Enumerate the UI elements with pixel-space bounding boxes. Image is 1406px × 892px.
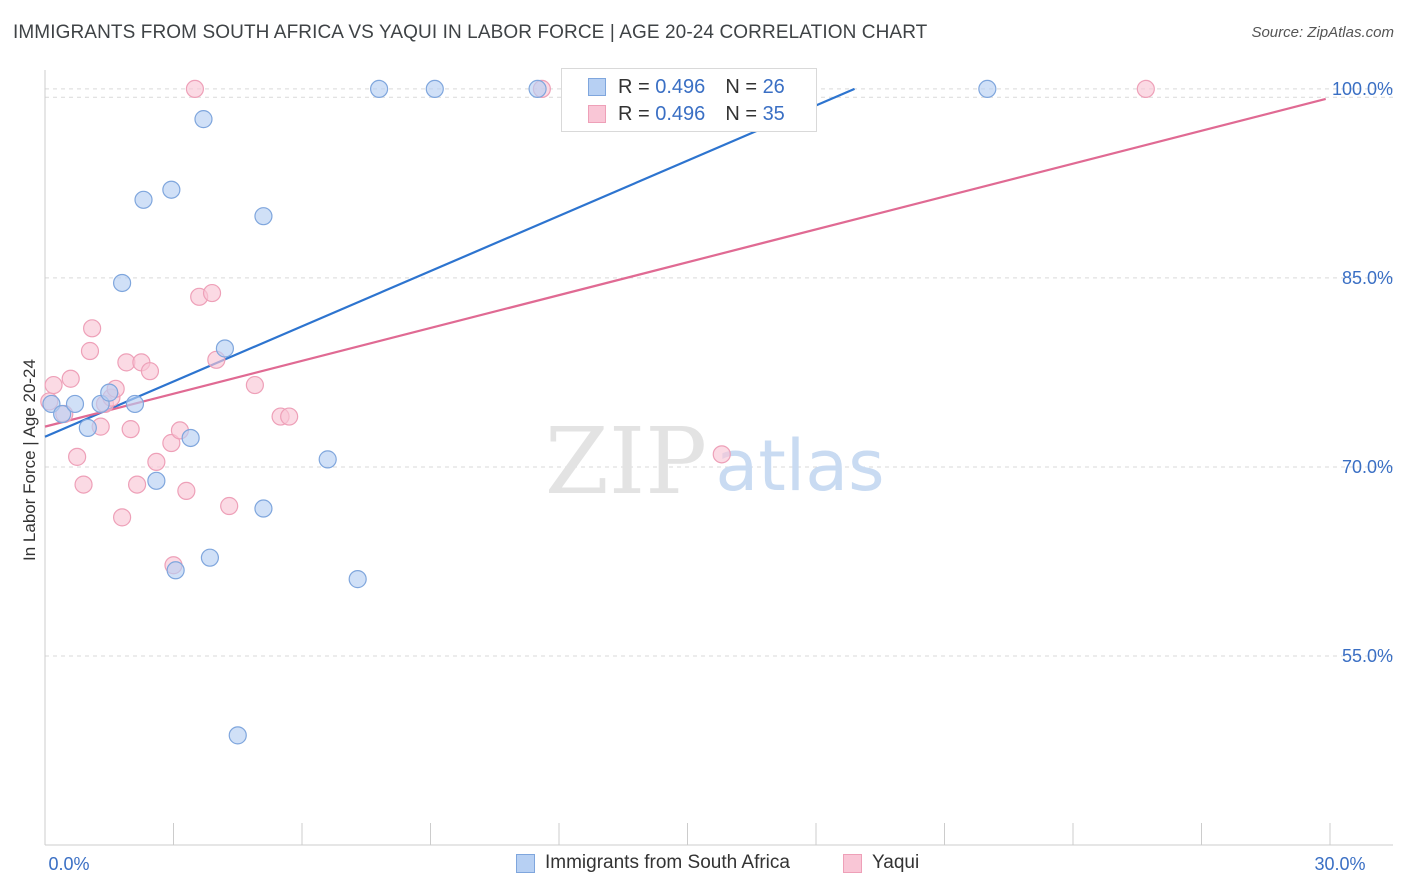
data-point-pink xyxy=(112,508,132,527)
data-point-blue xyxy=(125,394,145,414)
x-tick-label: 0.0% xyxy=(48,854,89,874)
legend-r-value: 0.496 xyxy=(655,75,706,98)
legend-n-label: N = xyxy=(725,75,757,98)
data-point-blue xyxy=(318,450,337,469)
data-point-pink xyxy=(140,362,160,381)
watermark: ZIP atlas xyxy=(545,408,885,515)
data-point-pink xyxy=(80,341,100,361)
legend-swatch-blue xyxy=(588,78,606,96)
data-point-blue xyxy=(112,273,132,293)
y-tick-label: 55.0% xyxy=(1342,646,1393,666)
data-point-pink xyxy=(74,475,93,494)
legend-r-label: R = xyxy=(618,75,650,98)
data-point-blue xyxy=(228,726,247,745)
bottom-legend-series2: Yaqui xyxy=(843,852,919,874)
trend-lines xyxy=(44,87,1326,438)
data-point-pink xyxy=(202,283,222,303)
data-point-blue xyxy=(194,110,213,129)
data-point-pink xyxy=(127,475,147,494)
source-label: Source: ZipAtlas.com xyxy=(1251,24,1394,41)
data-point-blue xyxy=(181,428,200,448)
data-point-blue xyxy=(147,471,166,490)
data-point-blue xyxy=(200,548,220,567)
data-point-blue xyxy=(425,79,444,99)
data-point-pink xyxy=(68,447,87,466)
data-point-pink xyxy=(147,452,166,472)
data-point-blue xyxy=(978,79,997,99)
data-point-blue xyxy=(162,180,181,199)
data-point-blue xyxy=(528,79,547,99)
data-point-blue xyxy=(348,570,367,589)
data-point-blue xyxy=(134,190,153,209)
data-point-pink xyxy=(245,375,264,395)
bottom-legend-label-series1: Immigrants from South Africa xyxy=(545,852,790,873)
data-point-pink xyxy=(162,433,181,453)
y-axis-label: In Labor Force | Age 20-24 xyxy=(20,359,39,561)
legend-n-value: 26 xyxy=(762,75,785,98)
y-tick-label: 100.0% xyxy=(1332,79,1393,99)
bottom-legend-series1: Immigrants from South Africa xyxy=(516,852,790,874)
data-point-blue xyxy=(370,79,389,99)
data-point-pink xyxy=(185,79,205,99)
data-point-pink xyxy=(44,375,63,395)
watermark-zip: ZIP xyxy=(545,408,707,515)
trend-line-blue xyxy=(44,87,855,438)
legend-n-value: 35 xyxy=(762,102,785,125)
data-point-pink xyxy=(121,420,140,439)
watermark-atlas: atlas xyxy=(715,425,884,507)
data-point-blue xyxy=(166,561,185,580)
legend-row-series2: R = 0.496 N = 35 xyxy=(588,102,785,126)
legend-row-series1: R = 0.496 N = 26 xyxy=(588,75,785,99)
data-point-pink xyxy=(83,319,102,338)
data-point-blue xyxy=(78,418,97,437)
data-points xyxy=(40,79,1155,745)
data-point-blue xyxy=(53,404,72,424)
grid xyxy=(45,88,1393,657)
y-tick-label: 85.0% xyxy=(1342,268,1393,288)
data-point-blue xyxy=(100,383,119,402)
data-point-blue xyxy=(254,499,273,518)
axes xyxy=(44,70,1393,846)
data-point-blue xyxy=(65,394,85,414)
legend: R = 0.496 N = 26 R = 0.496 N = 35 xyxy=(561,68,817,132)
bottom-legend-swatch-blue xyxy=(516,853,535,873)
y-tick-label: 70.0% xyxy=(1342,457,1393,477)
legend-r-label: R = xyxy=(618,102,650,125)
data-point-pink xyxy=(61,369,80,388)
data-point-pink xyxy=(177,481,196,500)
data-point-pink xyxy=(220,496,239,516)
legend-swatch-pink xyxy=(588,105,606,123)
data-point-pink xyxy=(280,407,299,426)
data-point-blue xyxy=(215,339,234,358)
trend-line-pink xyxy=(44,97,1326,428)
chart-title: IMMIGRANTS FROM SOUTH AFRICA VS YAQUI IN… xyxy=(13,22,928,43)
x-tick-label: 30.0% xyxy=(1314,854,1365,874)
bottom-legend-swatch-pink xyxy=(843,853,862,873)
data-point-pink xyxy=(712,445,731,464)
legend-r-value: 0.496 xyxy=(655,102,706,125)
bottom-legend-label-series2: Yaqui xyxy=(872,852,920,873)
data-point-pink xyxy=(1136,79,1155,99)
legend-n-label: N = xyxy=(725,102,757,125)
tick-labels: 100.0% 85.0% 70.0% 55.0% 0.0% 30.0% xyxy=(48,79,1393,874)
data-point-blue xyxy=(254,207,273,226)
